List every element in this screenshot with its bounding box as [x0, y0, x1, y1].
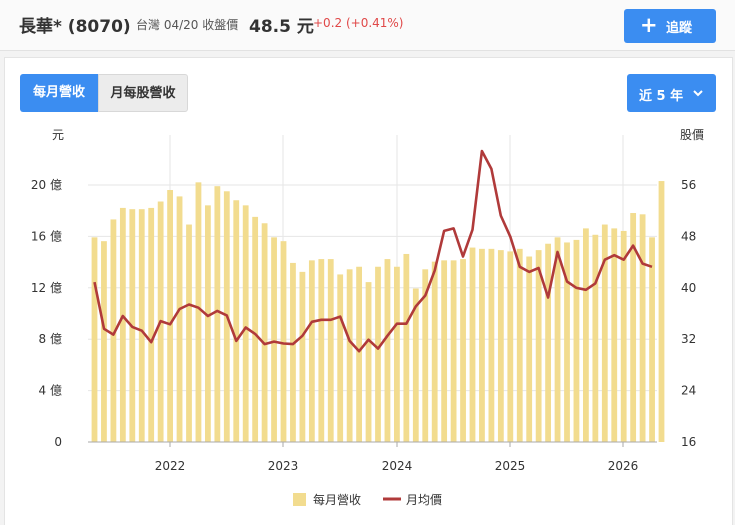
revenue-bar	[148, 207, 155, 442]
x-tick-label: 2024	[382, 459, 413, 473]
revenue-bar	[110, 219, 117, 442]
range-dropdown-label: 近 5 年	[639, 89, 684, 104]
revenue-bar	[601, 224, 608, 442]
revenue-bar	[422, 269, 429, 442]
y-right-title: 股價	[680, 128, 704, 142]
revenue-bar	[639, 214, 646, 442]
y-right-tick-label: 48	[681, 229, 696, 243]
tab-revenue-per-share[interactable]: 月每股營收	[98, 74, 188, 112]
plus-icon: +	[640, 13, 658, 37]
revenue-bar	[479, 248, 485, 442]
revenue-bar	[318, 259, 325, 442]
revenue-bar	[535, 250, 542, 442]
closing-price: 48.5 元	[249, 17, 314, 37]
x-tick-label: 2022	[155, 459, 186, 473]
revenue-bar	[205, 205, 211, 442]
y-left-tick-label: 12 億	[31, 281, 62, 295]
revenue-bar	[431, 261, 438, 442]
revenue-bar	[658, 181, 665, 443]
y-left-tick-label: 16 億	[31, 229, 62, 243]
stock-name: 長華* (8070)	[19, 17, 131, 37]
revenue-bar	[242, 205, 249, 442]
revenue-bar	[441, 260, 448, 442]
revenue-bar	[545, 243, 551, 442]
revenue-bar	[101, 241, 107, 442]
revenue-bar	[195, 182, 202, 442]
revenue-bar	[138, 209, 145, 442]
range-dropdown[interactable]: 近 5 年	[627, 74, 716, 112]
revenue-bar	[233, 200, 240, 442]
y-left-tick-label: 0	[54, 435, 62, 449]
y-left-tick-label: 8 億	[39, 332, 62, 346]
revenue-bar	[488, 248, 495, 442]
revenue-bar	[583, 228, 589, 442]
revenue-bar	[327, 259, 334, 442]
revenue-bar	[176, 196, 183, 442]
revenue-bar	[573, 239, 580, 442]
quote-meta: 台灣 04/20 收盤價	[136, 18, 239, 32]
revenue-bar	[611, 228, 618, 442]
price-line	[93, 149, 653, 353]
x-tick-label: 2026	[608, 459, 639, 473]
revenue-bar	[469, 247, 476, 442]
revenue-bar	[252, 216, 259, 442]
revenue-bar	[308, 260, 315, 442]
track-button[interactable]: + 追蹤	[624, 9, 716, 43]
revenue-bar	[450, 260, 457, 442]
revenue-bar	[554, 237, 561, 442]
revenue-bar	[620, 230, 627, 442]
revenue-bar	[526, 256, 533, 442]
x-tick-label: 2025	[495, 459, 526, 473]
x-tick-label: 2023	[268, 459, 299, 473]
revenue-bar	[186, 224, 192, 442]
y-right-tick-label: 16	[681, 435, 696, 449]
quote-header: 長華* (8070) 台灣 04/20 收盤價 48.5 元 +0.2 (+0.…	[0, 0, 735, 51]
y-right-tick-label: 32	[681, 332, 696, 346]
revenue-bar	[365, 282, 372, 442]
revenue-bar	[290, 262, 296, 442]
y-left-tick-label: 4 億	[39, 384, 62, 398]
revenue-bar	[497, 250, 504, 442]
revenue-bar	[119, 207, 126, 442]
revenue-bar	[516, 248, 523, 442]
revenue-bar	[403, 253, 410, 442]
y-left-title: 元	[52, 128, 64, 142]
legend-label-revenue: 每月營收	[313, 492, 361, 507]
legend-swatch-revenue	[293, 493, 306, 506]
legend-label-price: 月均價	[406, 493, 442, 507]
revenue-bar	[337, 274, 344, 442]
y-left-tick-label: 20 億	[31, 178, 62, 192]
chevron-down-icon	[693, 90, 703, 97]
revenue-bar	[299, 271, 306, 442]
price-change: +0.2 (+0.41%)	[313, 16, 404, 30]
revenue-bar	[356, 266, 362, 442]
revenue-bar	[564, 242, 570, 442]
revenue-bar	[375, 266, 381, 442]
track-button-label: 追蹤	[666, 21, 693, 36]
revenue-bar	[280, 241, 287, 442]
revenue-bar	[649, 237, 655, 442]
revenue-bar	[592, 234, 599, 442]
tab-monthly-revenue[interactable]: 每月營收	[20, 74, 98, 112]
revenue-bar	[460, 259, 466, 442]
revenue-bar	[346, 269, 353, 442]
y-right-tick-label: 24	[681, 384, 696, 398]
revenue-bar	[261, 223, 268, 442]
revenue-bar	[271, 237, 277, 442]
revenue-bar	[394, 266, 400, 442]
revenue-bar	[630, 213, 637, 442]
revenue-bar	[412, 288, 419, 442]
revenue-bar	[384, 259, 391, 442]
revenue-bar	[214, 186, 221, 442]
revenue-bar	[507, 251, 514, 442]
y-right-tick-label: 56	[681, 178, 696, 192]
revenue-bar	[167, 190, 173, 442]
y-right-tick-label: 40	[681, 281, 696, 295]
revenue-bar	[91, 237, 98, 442]
